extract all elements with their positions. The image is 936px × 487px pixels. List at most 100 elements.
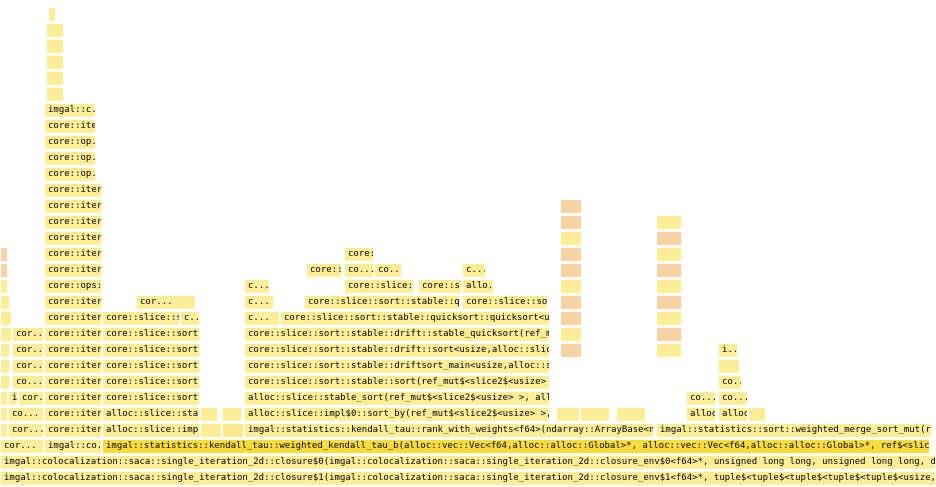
stack-frame[interactable]: imgal::co... <box>44 439 102 454</box>
stack-frame[interactable]: co... <box>374 263 402 278</box>
stack-frame[interactable] <box>560 263 582 278</box>
stack-frame[interactable]: cor... <box>12 359 44 374</box>
stack-frame[interactable]: core::iter:... <box>44 247 102 262</box>
stack-frame[interactable]: imgal::statistics::sort::weighted_merge_… <box>656 423 932 438</box>
stack-frame[interactable]: c... <box>462 263 486 278</box>
stack-frame[interactable]: c... <box>244 295 274 310</box>
stack-frame[interactable]: co... <box>718 391 748 406</box>
stack-frame[interactable]: c... <box>244 279 270 294</box>
stack-frame[interactable] <box>560 295 582 310</box>
stack-frame[interactable] <box>656 343 682 358</box>
stack-frame[interactable]: core::iter:... <box>44 295 102 310</box>
stack-frame[interactable]: core::op... <box>44 151 96 166</box>
stack-frame[interactable]: imgal::statistics::kendall_tau::weighted… <box>102 439 930 454</box>
stack-frame[interactable]: co... <box>8 407 44 422</box>
stack-frame[interactable]: alloc::slice::impl$0::sort_by(ref_mut$<s… <box>244 407 550 422</box>
stack-frame[interactable] <box>656 311 682 326</box>
stack-frame[interactable]: cor... <box>8 423 44 438</box>
stack-frame[interactable]: allo... <box>462 279 494 294</box>
stack-frame[interactable]: co... <box>344 263 374 278</box>
stack-frame[interactable]: alloc::slice::stable_... <box>102 407 200 422</box>
stack-frame[interactable] <box>656 295 682 310</box>
stack-frame[interactable]: core::slice::sort::stable::quicksort... <box>304 295 460 310</box>
stack-frame[interactable]: co... <box>686 391 716 406</box>
stack-frame[interactable] <box>46 23 64 38</box>
stack-frame[interactable] <box>0 423 8 438</box>
stack-frame[interactable]: core::ops:... <box>44 279 102 294</box>
stack-frame[interactable]: core::slice::sort::stable::driftsort_mai… <box>244 359 550 374</box>
stack-frame[interactable] <box>46 55 64 70</box>
stack-frame[interactable] <box>556 407 580 422</box>
stack-frame[interactable] <box>560 247 582 262</box>
stack-frame[interactable]: core::iter:... <box>44 407 102 422</box>
stack-frame[interactable]: core::iter:... <box>44 231 102 246</box>
stack-frame[interactable]: imgal::colocalization::saca::single_iter… <box>0 455 936 470</box>
stack-frame[interactable]: core::iter:... <box>44 343 102 358</box>
stack-frame[interactable]: core::op... <box>44 135 96 150</box>
stack-frame[interactable]: cor... <box>12 327 44 342</box>
stack-frame[interactable] <box>656 231 682 246</box>
stack-frame[interactable] <box>0 327 12 342</box>
stack-frame[interactable]: core::slice::sort::stable::quicksort::qu… <box>280 311 550 326</box>
stack-frame[interactable] <box>656 263 682 278</box>
stack-frame[interactable]: core::slice::s... <box>418 279 462 294</box>
stack-frame[interactable]: i... <box>8 391 18 406</box>
stack-frame[interactable] <box>656 215 682 230</box>
stack-frame[interactable]: imgal::colocalization::saca::single_iter… <box>0 471 936 486</box>
stack-frame[interactable]: core::slice::sort... <box>102 343 200 358</box>
stack-frame[interactable]: core::iter:... <box>44 423 102 438</box>
stack-frame[interactable] <box>222 423 244 438</box>
stack-frame[interactable] <box>560 279 582 294</box>
stack-frame[interactable] <box>46 39 64 54</box>
stack-frame[interactable]: core::iter:... <box>44 311 102 326</box>
stack-frame[interactable]: core::slice::s... <box>344 279 414 294</box>
stack-frame[interactable] <box>200 407 218 422</box>
stack-frame[interactable] <box>560 311 582 326</box>
stack-frame[interactable] <box>0 343 10 358</box>
stack-frame[interactable]: core::ite... <box>44 119 96 134</box>
stack-frame[interactable]: cor... <box>136 295 196 310</box>
stack-frame[interactable] <box>222 407 242 422</box>
stack-frame[interactable] <box>560 199 582 214</box>
stack-frame[interactable] <box>0 279 8 294</box>
stack-frame[interactable]: co... <box>718 375 742 390</box>
stack-frame[interactable] <box>0 391 8 406</box>
stack-frame[interactable] <box>560 215 582 230</box>
stack-frame[interactable] <box>560 327 582 342</box>
stack-frame[interactable] <box>0 263 8 278</box>
stack-frame[interactable] <box>0 311 12 326</box>
stack-frame[interactable]: core::... <box>344 247 374 262</box>
stack-frame[interactable] <box>656 327 682 342</box>
stack-frame[interactable] <box>0 247 8 262</box>
stack-frame[interactable]: core::iter:... <box>44 215 102 230</box>
stack-frame[interactable]: cor... <box>12 343 44 358</box>
stack-frame[interactable] <box>560 343 582 358</box>
stack-frame[interactable] <box>656 247 682 262</box>
stack-frame[interactable]: core::iter:... <box>44 183 102 198</box>
stack-frame[interactable]: core::slice::sort::stable::drift::sort<u… <box>244 343 550 358</box>
stack-frame[interactable]: alloc... <box>718 407 748 422</box>
stack-frame[interactable]: cor... <box>18 391 44 406</box>
stack-frame[interactable]: core::... <box>306 263 342 278</box>
stack-frame[interactable] <box>560 231 582 246</box>
stack-frame[interactable] <box>200 423 222 438</box>
stack-frame[interactable]: alloc::slice::stable_sort(ref_mut$<slice… <box>244 391 550 406</box>
stack-frame[interactable]: core::slice::sort::stable::sort(ref_mut$… <box>244 375 550 390</box>
stack-frame[interactable]: core::iter:... <box>44 327 102 342</box>
stack-frame[interactable] <box>718 359 740 374</box>
stack-frame[interactable]: c... <box>180 311 200 326</box>
stack-frame[interactable]: core::slice::sort::st... <box>102 359 200 374</box>
stack-frame[interactable]: core::slice::sort::stable::drift::stable… <box>244 327 550 342</box>
stack-frame[interactable]: core::slice::sort::stable::quicksort... <box>462 295 548 310</box>
stack-frame[interactable]: core::iter:... <box>44 263 102 278</box>
stack-frame[interactable]: alloc... <box>686 407 716 422</box>
stack-frame[interactable]: core::slice::sort::st... <box>102 391 200 406</box>
stack-frame[interactable] <box>616 407 646 422</box>
stack-frame[interactable]: core::iter:... <box>44 199 102 214</box>
stack-frame[interactable] <box>46 71 64 86</box>
stack-frame[interactable]: core::slice::sort::st... <box>102 375 200 390</box>
stack-frame[interactable]: imgal::c... <box>44 103 96 118</box>
stack-frame[interactable] <box>580 407 610 422</box>
stack-frame[interactable]: core::iter:... <box>44 375 102 390</box>
stack-frame[interactable]: co... <box>12 375 44 390</box>
